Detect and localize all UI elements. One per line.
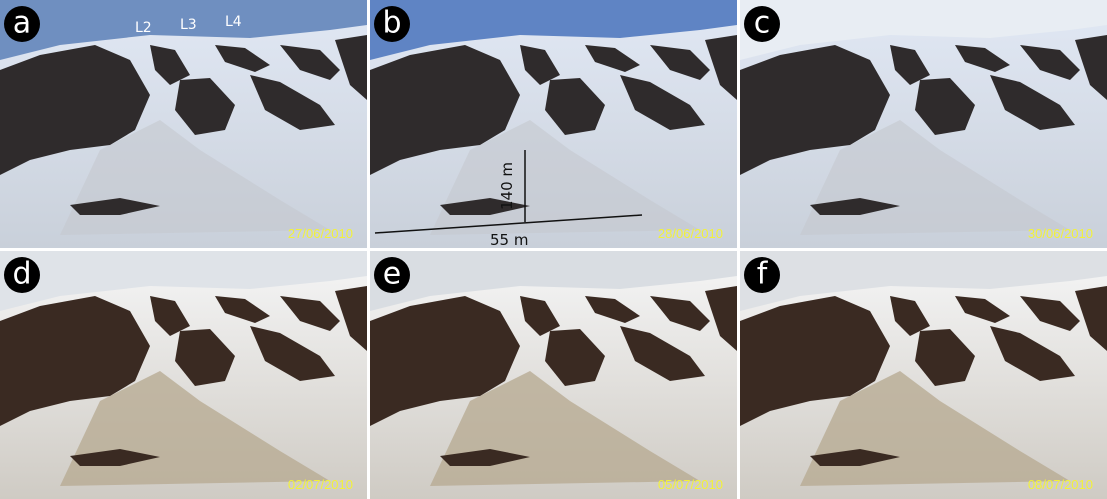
panel-letter: d — [12, 257, 31, 292]
photo-panel: a 27/06/2010 L2 L3 L4 — [0, 0, 367, 248]
height-measure: 140 m — [498, 162, 516, 210]
panel-letter: e — [383, 257, 401, 292]
panel-date: 08/07/2010 — [1028, 477, 1093, 492]
photo-panel: d 02/07/2010 — [0, 251, 367, 499]
photo-panel: c 30/06/2010 — [740, 0, 1107, 248]
track-label: L4 — [225, 14, 242, 30]
photo-panel: e 05/07/2010 — [370, 251, 737, 499]
photo-panel: f 08/07/2010 — [740, 251, 1107, 499]
figure: a 27/06/2010 L2 L3 L4 b 28/06/2010 140 m 55 m c 30… — [0, 0, 1107, 499]
panel-letter: a — [13, 6, 31, 41]
width-measure: 55 m — [490, 231, 528, 249]
panel-letter: c — [754, 6, 771, 41]
panel-date: 05/07/2010 — [658, 477, 723, 492]
panel-letter: b — [382, 6, 401, 41]
panel-letter: f — [757, 257, 769, 292]
track-label: L3 — [180, 17, 197, 33]
panel-date: 28/06/2010 — [658, 226, 723, 241]
panel-date: 30/06/2010 — [1028, 226, 1093, 241]
panel-date: 27/06/2010 — [288, 226, 353, 241]
panel-date: 02/07/2010 — [288, 477, 353, 492]
track-label: L2 — [135, 20, 152, 36]
photo-panel: b 28/06/2010 140 m 55 m — [370, 0, 737, 249]
